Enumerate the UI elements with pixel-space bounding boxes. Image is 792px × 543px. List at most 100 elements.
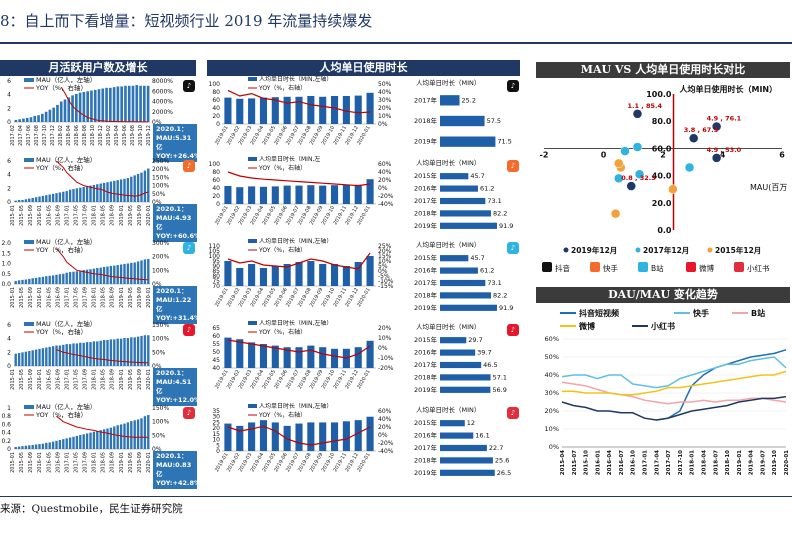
mau-bar [102, 340, 106, 366]
right-tick: 10% [378, 113, 392, 120]
scatter-legend-dot [563, 247, 569, 253]
hbar [440, 386, 491, 393]
mau-bar [63, 99, 67, 122]
right-tick: 10% [378, 335, 392, 342]
x-tick: 2017-05 [73, 452, 79, 473]
mau-bar [72, 436, 75, 449]
x-tick: 2017-06 [26, 125, 32, 146]
mau-bar [72, 189, 75, 202]
header-daumau: DAU/MAU 变化趋势 [536, 287, 790, 303]
mau-bar [56, 104, 59, 122]
yoy-line [227, 425, 371, 446]
line-x-tick: 2016-10 [631, 450, 637, 475]
x-tick: 2016-05 [46, 452, 52, 473]
right-tick: 0% [152, 119, 162, 126]
legend-bar-swatch [248, 157, 257, 161]
mau-bar [99, 430, 102, 449]
mau-bar [67, 97, 71, 122]
time-bar [283, 96, 291, 124]
left-tick: 1.5 [1, 250, 11, 257]
mau-bar [45, 195, 48, 202]
left-tick: 0 [216, 201, 220, 208]
time-bar [307, 422, 315, 451]
mau-bar [75, 93, 78, 122]
left-tick: 20 [212, 113, 220, 120]
scatter-point [620, 146, 630, 156]
yoy-line [227, 252, 371, 270]
mau-bar [58, 274, 62, 284]
mau-bar [48, 442, 51, 449]
line-y-tick: 20% [545, 407, 559, 415]
info-line: YOY:+26.4% [156, 152, 201, 160]
mau-bar [119, 179, 123, 202]
time-bar [224, 97, 232, 124]
mau-bar [140, 172, 143, 202]
mau-bar [139, 85, 142, 122]
mau-bar [41, 348, 45, 366]
info-box-2: 2020.1： MAU:1.22亿 YOY:+31.4% [153, 286, 201, 324]
info-line: MAU:0.83亿 [156, 461, 192, 478]
mau-bar [58, 439, 62, 449]
x-tick: 2020-01 [146, 205, 152, 226]
left-tick: 5 [216, 442, 220, 449]
hbar [440, 115, 485, 127]
x-tick: 2018-09 [110, 205, 116, 226]
mau-bar [58, 345, 62, 366]
info-line: YOY:+31.4% [156, 314, 201, 322]
title-divider [0, 42, 792, 44]
mau-bar [33, 115, 37, 122]
time-bar [259, 268, 268, 286]
left-tick: 75 [212, 278, 220, 285]
left-tick: 6 [7, 322, 11, 329]
left-tick: 2 [7, 185, 11, 192]
left-tick: 2.0 [1, 240, 11, 247]
x-tick: 2018-12 [98, 125, 104, 146]
legend-line-label: YOY（%，右轴） [35, 327, 87, 336]
x-tick: 2020-01 [146, 369, 152, 390]
line-x-tick: 2019-07 [760, 450, 766, 475]
line-x-tick: 2015-07 [572, 450, 578, 475]
x-tick: 2016-05 [46, 287, 52, 308]
mau-bar [14, 119, 18, 122]
left-tick: 100 [209, 81, 221, 88]
mau-bar [55, 345, 58, 366]
mau-bar [102, 429, 106, 449]
mau-bar [123, 178, 126, 202]
legend-bar-label: MAU（亿人，左轴） [36, 238, 96, 246]
left-tick: 50 [212, 349, 220, 356]
mau-bar [79, 187, 82, 202]
time-bar [295, 423, 303, 451]
scatter-x-tick: -2 [540, 150, 549, 159]
time-bar [224, 423, 232, 451]
right-tick: 0% [152, 446, 162, 453]
info-line: 2020.1： [156, 452, 188, 460]
scatter-x-tick: 6 [779, 150, 785, 159]
mau-bar [123, 263, 126, 284]
scatter-point [632, 142, 643, 152]
mau-bar [45, 276, 48, 284]
time-bar [342, 184, 350, 204]
time-bar [366, 92, 374, 124]
yoy-line [227, 339, 371, 359]
hbar [440, 432, 474, 439]
mau-bar [89, 185, 92, 202]
x-tick: 2017-12 [50, 125, 56, 146]
time-bar [271, 97, 279, 124]
mau-bar [18, 119, 21, 122]
time-panel-1: 0 20 40 60 80 100 -40% -20% 0% 20% 40% 60% 2019-01 20… [204, 156, 410, 236]
mau-bar [85, 186, 89, 202]
time-bar [354, 262, 362, 286]
x-tick: 2018-06 [74, 125, 80, 146]
mau-bar [24, 445, 28, 449]
time-bar [283, 185, 291, 204]
time-bar [307, 185, 315, 204]
info-box-3: 2020.1： MAU:4.51亿 YOY:+12.0% [153, 368, 201, 406]
line-legend-label: 微博 [578, 321, 595, 331]
left-tick: 110 [209, 243, 221, 250]
mau-bar [31, 278, 34, 284]
mau-chart-4: 00.20.40.60.810%50%100%150%2015-01 2015-0… [1, 403, 169, 473]
mau-bar [21, 279, 24, 284]
left-tick: 0.8 [1, 413, 11, 420]
line-y-tick: 60% [545, 335, 559, 343]
mau-bar [89, 432, 92, 449]
